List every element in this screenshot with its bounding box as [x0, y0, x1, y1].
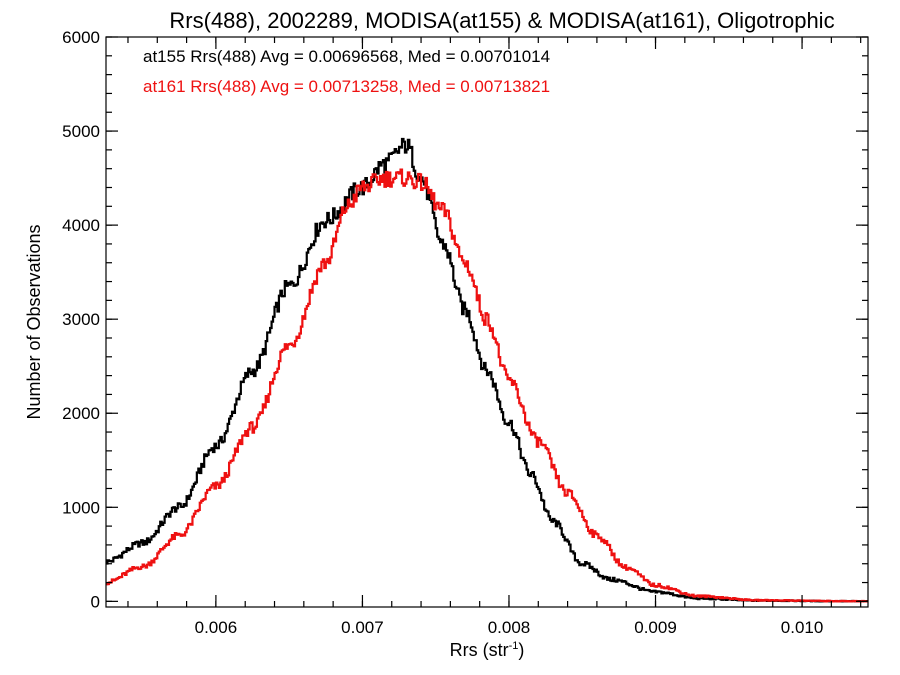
axis-ticks: [106, 36, 868, 607]
x-tick-label: 0.007: [341, 618, 384, 637]
y-tick-label: 4000: [62, 216, 100, 235]
y-tick-label: 0: [91, 592, 100, 611]
x-tick-label: 0.009: [634, 618, 677, 637]
y-tick-label: 6000: [62, 28, 100, 47]
x-tick-label: 0.010: [781, 618, 824, 637]
plot-series: [106, 137, 868, 603]
y-axis-label: Number of Observations: [24, 224, 44, 419]
x-axis-label-superscript: -1: [509, 640, 519, 652]
axis-tick-labels: 0.006 0.007 0.008 0.009 0.010 0 1000 2000 3000 40…: [62, 28, 823, 637]
y-tick-label: 1000: [62, 498, 100, 517]
series-line-at155: [106, 137, 868, 603]
x-axis-label-close: ): [518, 640, 524, 660]
chart-title: Rrs(488), 2002289, MODISA(at155) & MODIS…: [169, 8, 834, 33]
legend: at155 Rrs(488) Avg = 0.00696568, Med = 0…: [143, 47, 550, 96]
x-axis-label: Rrs (str-1): [450, 640, 525, 660]
y-tick-label: 3000: [62, 310, 100, 329]
legend-entry-at161: at161 Rrs(488) Avg = 0.00713258, Med = 0…: [143, 77, 550, 96]
x-tick-label: 0.006: [195, 618, 238, 637]
plot-frame: [105, 36, 869, 608]
y-tick-label: 2000: [62, 404, 100, 423]
legend-entry-at155: at155 Rrs(488) Avg = 0.00696568, Med = 0…: [143, 47, 550, 66]
series-line-at161: [106, 168, 868, 603]
x-tick-label: 0.008: [488, 618, 531, 637]
x-axis-label-text: Rrs (str: [450, 640, 509, 660]
y-tick-label: 5000: [62, 122, 100, 141]
